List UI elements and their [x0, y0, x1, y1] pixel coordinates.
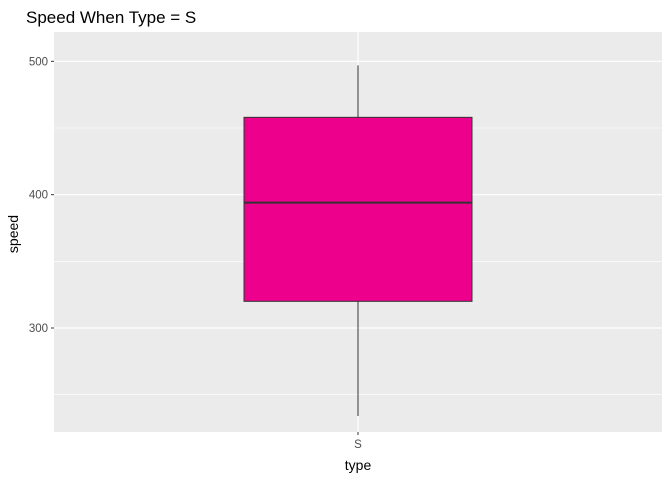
x-axis-title: type — [345, 457, 372, 473]
iqr-box — [243, 116, 473, 302]
chart-title: Speed When Type = S — [26, 8, 196, 27]
y-axis-title: speed — [5, 215, 21, 253]
y-tick-label: 300 — [29, 323, 48, 335]
x-tick-label: S — [354, 439, 362, 451]
y-tick-label: 400 — [29, 190, 48, 202]
y-tick-label: 500 — [29, 56, 48, 68]
y-axis-ticks: 300 400 500 — [29, 56, 54, 335]
box-layer — [243, 65, 473, 416]
x-axis-ticks: S — [354, 432, 362, 451]
